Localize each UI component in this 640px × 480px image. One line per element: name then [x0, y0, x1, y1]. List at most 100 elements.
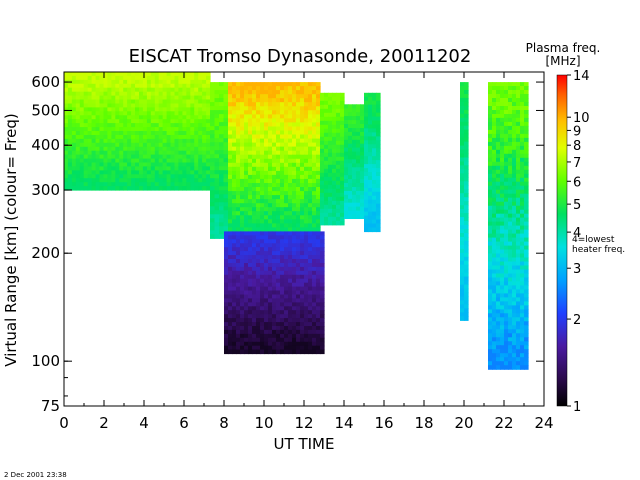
echo-cell [87, 154, 93, 160]
echo-cell [158, 150, 164, 156]
echo-cell [356, 112, 361, 117]
echo-cell [320, 140, 325, 146]
echo-cell [356, 128, 361, 133]
echo-cell [154, 154, 160, 160]
echo-cell [268, 199, 273, 204]
echo-cell [280, 290, 285, 295]
echo-cell [300, 191, 305, 196]
echo-cell [276, 282, 281, 288]
echo-cell [131, 111, 136, 116]
echo-cell [280, 211, 285, 216]
echo-cell [344, 124, 349, 129]
echo-cell [368, 160, 373, 165]
echo-cell [186, 131, 191, 136]
echo-cell [516, 269, 521, 275]
echo-cell [308, 118, 313, 123]
echo-cell [368, 187, 373, 193]
echo-cell [376, 100, 381, 106]
echo-cell [198, 158, 203, 164]
echo-cell [154, 127, 160, 132]
echo-cell [280, 231, 285, 236]
echo-cell [158, 99, 164, 104]
echo-cell [252, 174, 257, 180]
echo-cell [372, 176, 377, 181]
echo-cell [75, 79, 81, 85]
echo-cell [300, 162, 305, 168]
echo-cell [244, 158, 249, 164]
echo-cell [272, 310, 277, 315]
echo-cell [284, 270, 289, 276]
echo-cell [228, 274, 233, 280]
echo-cell [67, 99, 73, 104]
echo-cell [202, 83, 207, 89]
echo-cell [240, 298, 245, 303]
echo-cell [328, 116, 333, 122]
echo-cell [304, 290, 309, 295]
echo-cell [332, 160, 337, 166]
echo-cell [87, 142, 93, 148]
echo-cell [312, 154, 317, 160]
echo-cell [284, 114, 289, 119]
echo-cell [210, 114, 216, 119]
echo-cell [284, 329, 289, 335]
echo-cell [312, 333, 317, 339]
echo-cell [316, 333, 321, 339]
echo-cell [356, 104, 361, 109]
echo-cell [308, 86, 313, 91]
echo-cell [508, 205, 513, 211]
echo-cell [219, 214, 225, 219]
echo-cell [142, 119, 148, 124]
echo-cell [340, 144, 345, 150]
echo-cell [182, 103, 187, 108]
echo-cell [284, 183, 289, 188]
echo-cell [240, 239, 245, 244]
echo-cell [166, 75, 172, 81]
echo-cell [316, 187, 321, 192]
echo-cell [312, 298, 317, 303]
echo-cell [264, 154, 269, 160]
echo-cell [516, 106, 521, 111]
echo-region [64, 72, 211, 191]
echo-cell [219, 146, 225, 151]
echo-cell [512, 253, 517, 259]
echo-cell [87, 186, 93, 191]
echo-cell [64, 103, 69, 108]
echo-cell [228, 102, 233, 107]
echo-cell [64, 75, 69, 81]
echo-cell [232, 82, 237, 87]
echo-cell [162, 83, 168, 89]
echo-cell [162, 127, 168, 132]
echo-cell [512, 157, 517, 163]
echo-cell [264, 333, 269, 339]
echo-cell [280, 82, 285, 87]
echo-cell [304, 231, 309, 236]
echo-cell [292, 195, 297, 200]
echo-cell [123, 154, 128, 160]
echo-cell [288, 207, 293, 212]
echo-cell [127, 79, 132, 85]
echo-cell [256, 90, 261, 95]
echo-cell [464, 252, 469, 258]
echo-cell [79, 135, 85, 140]
echo-cell [292, 138, 297, 144]
echo-cell [296, 314, 301, 319]
echo-cell [87, 107, 93, 112]
echo-cell [178, 119, 183, 124]
echo-cell [516, 129, 521, 135]
echo-cell [288, 178, 293, 184]
echo-cell [524, 145, 529, 151]
y-tick-label: 500 [31, 101, 60, 119]
echo-cell [236, 106, 241, 111]
echo-cell [508, 209, 513, 215]
echo-cell [252, 146, 257, 152]
echo-cell [516, 133, 521, 139]
echo-cell [512, 281, 517, 286]
echo-cell [240, 150, 245, 156]
echo-cell [304, 322, 309, 327]
echo-cell [300, 174, 305, 180]
echo-cell [288, 247, 293, 252]
echo-cell [256, 329, 261, 335]
echo-cell [316, 282, 321, 288]
echo-cell [320, 192, 325, 198]
echo-cell [280, 126, 285, 132]
